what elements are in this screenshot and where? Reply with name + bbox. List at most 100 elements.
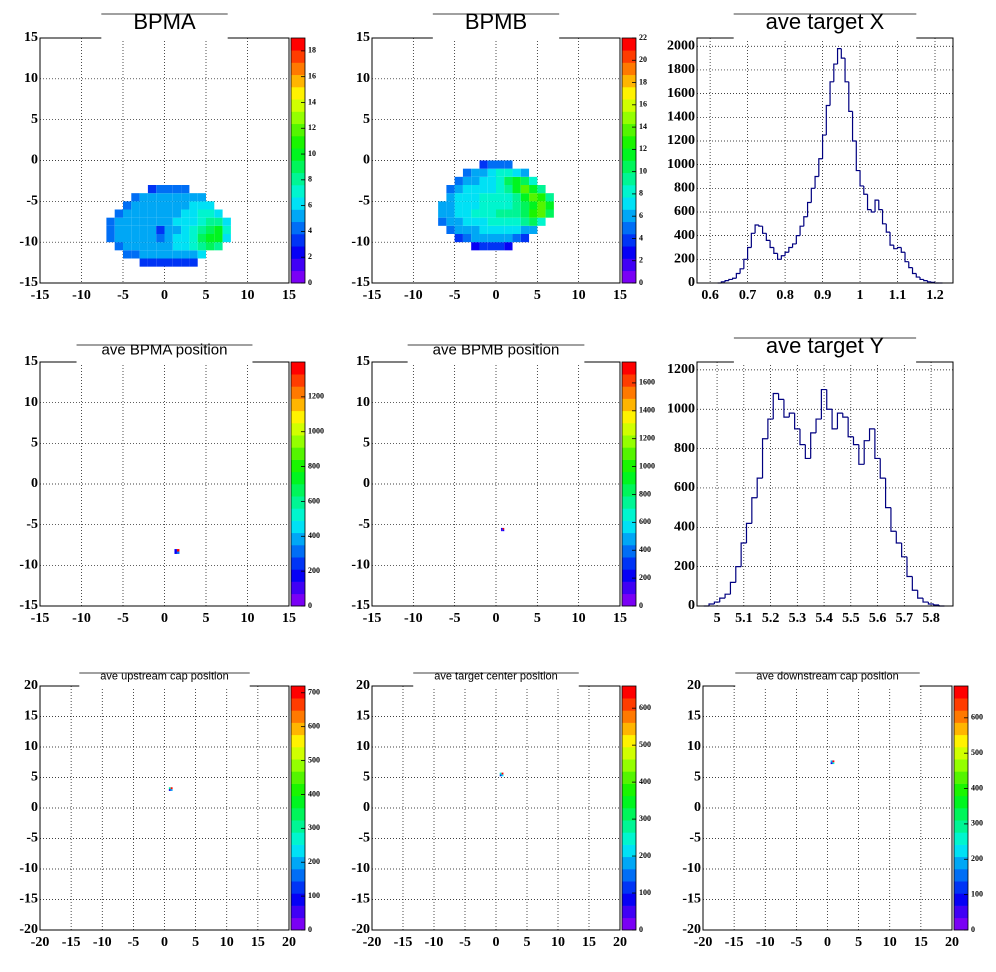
y-tick-label: 10 xyxy=(356,739,370,754)
colorbar-band xyxy=(291,410,305,424)
histogram-bin xyxy=(756,477,763,498)
colorbar-tick-label: 200 xyxy=(971,854,983,863)
y-tick-label: 1600 xyxy=(667,86,695,101)
colorbar-band xyxy=(622,172,636,186)
colorbar-band xyxy=(291,869,305,882)
histogram-bin xyxy=(826,389,833,410)
colorbar-tick-label: 0 xyxy=(639,278,643,287)
colorbar-tick-label: 14 xyxy=(308,97,316,106)
colorbar-tick-label: 0 xyxy=(308,278,312,287)
colorbar-band xyxy=(954,893,968,906)
cell xyxy=(471,185,480,194)
colorbar-tick-label: 6 xyxy=(639,211,643,220)
cell xyxy=(504,185,513,194)
cell xyxy=(181,217,190,226)
x-tick-label: -20 xyxy=(31,935,50,950)
cell xyxy=(139,209,148,218)
colorbar-band xyxy=(291,136,305,149)
cell xyxy=(504,160,513,169)
colorbar-band xyxy=(291,362,305,375)
colorbar-band xyxy=(291,581,305,595)
histogram-bin xyxy=(904,252,909,263)
cell xyxy=(164,250,173,259)
y-tick-label: 10 xyxy=(356,71,370,86)
histogram-bin xyxy=(900,247,906,253)
histogram-bin xyxy=(896,246,902,249)
cell xyxy=(462,225,472,234)
cell xyxy=(214,217,223,226)
colorbar-band xyxy=(622,844,636,858)
histogram-bin xyxy=(803,216,808,227)
cell xyxy=(446,193,455,202)
x-tick-label: -10 xyxy=(404,611,423,626)
y-tick-label: -10 xyxy=(351,234,370,249)
cell xyxy=(168,787,171,790)
y-tick-label: -10 xyxy=(19,234,38,249)
x-tick-label: 5.2 xyxy=(762,611,780,626)
colorbar-tick-label: 1600 xyxy=(639,378,655,387)
colorbar-band xyxy=(622,386,636,399)
histogram-bin xyxy=(820,388,827,420)
histogram-bin xyxy=(836,412,843,429)
colorbar-band xyxy=(622,747,636,760)
cell xyxy=(164,217,173,226)
histogram-bin xyxy=(893,245,898,250)
histogram-bin xyxy=(799,225,804,236)
colorbar-tick-label: 14 xyxy=(639,122,647,131)
colorbar-band xyxy=(622,520,636,534)
cell xyxy=(479,185,488,194)
colorbar-tick-label: 18 xyxy=(639,77,647,86)
colorbar-band xyxy=(622,881,636,894)
cell xyxy=(197,209,206,218)
colorbar-tick-label: 600 xyxy=(308,721,320,730)
histogram-bin xyxy=(879,458,886,479)
y-tick-label: -10 xyxy=(682,861,701,876)
cell xyxy=(189,225,198,234)
y-tick-label: -15 xyxy=(682,892,701,907)
colorbar-band xyxy=(291,99,305,112)
cell xyxy=(172,250,182,259)
cell xyxy=(172,201,182,210)
colorbar-tick-label: 400 xyxy=(971,783,983,792)
colorbar-frame xyxy=(953,685,969,931)
x-tick-label: 10 xyxy=(883,935,897,950)
cell xyxy=(471,176,480,185)
histogram-bin xyxy=(878,200,883,211)
cell xyxy=(487,242,496,251)
x-tick-label: -15 xyxy=(725,935,744,950)
colorbar-band xyxy=(291,569,305,582)
colorbar-tick-label: 0 xyxy=(308,601,312,610)
title-box xyxy=(733,338,917,364)
colorbar-tick-label: 2 xyxy=(308,252,312,261)
histogram-bin xyxy=(773,247,778,255)
cell xyxy=(487,217,496,226)
colorbar-tick-label: 300 xyxy=(639,814,651,823)
cell xyxy=(131,250,140,259)
colorbar-band xyxy=(622,87,636,100)
x-tick-label: 15 xyxy=(582,935,596,950)
y-tick-label: -5 xyxy=(358,831,370,846)
cell xyxy=(462,185,472,194)
cell xyxy=(496,201,505,210)
x-tick-label: 0.9 xyxy=(814,288,832,303)
y-tick-label: 5 xyxy=(31,436,38,451)
colorbar-band xyxy=(954,869,968,882)
y-tick-label: 600 xyxy=(674,480,695,495)
histogram-bin xyxy=(868,428,875,441)
cell xyxy=(462,201,472,210)
y-tick-label: 15 xyxy=(356,709,370,724)
colorbar-band xyxy=(622,508,636,521)
colorbar-tick-label: 200 xyxy=(639,573,651,582)
cell xyxy=(512,193,521,202)
cell xyxy=(206,217,215,226)
y-tick-label: 1200 xyxy=(667,362,695,377)
cell xyxy=(462,209,472,218)
cell xyxy=(172,217,182,226)
colorbar-band xyxy=(954,710,968,723)
colorbar-band xyxy=(622,593,636,607)
y-tick-label: 1000 xyxy=(667,401,695,416)
y-tick-label: 1800 xyxy=(667,62,695,77)
panel-title: BPMB xyxy=(465,9,527,34)
x-tick-label: 5 xyxy=(534,611,541,626)
